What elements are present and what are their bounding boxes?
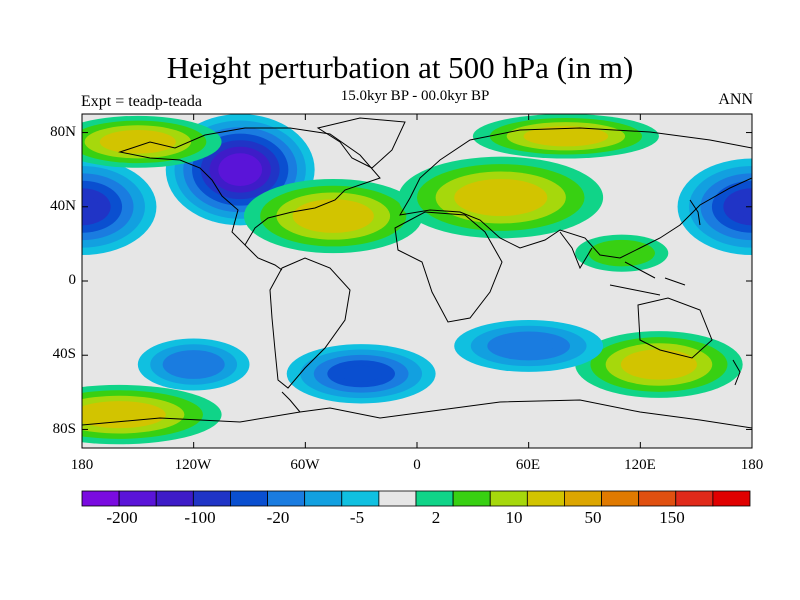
map-plot-area — [82, 114, 752, 448]
anomaly-region — [472, 114, 659, 159]
colorbar-swatch — [638, 490, 677, 507]
colorbar-swatch — [304, 490, 343, 507]
contour-fill — [636, 355, 682, 374]
colorbar-label: -200 — [106, 508, 138, 527]
anomaly-region — [454, 319, 604, 372]
colorbar-swatch — [489, 490, 528, 507]
colorbar-swatch — [564, 490, 602, 507]
anomaly-region — [677, 158, 752, 256]
coastlines — [82, 117, 752, 429]
contour-fill — [308, 205, 358, 227]
anomaly-region — [575, 331, 743, 398]
contour-fill — [175, 355, 213, 374]
colorbar-swatch — [118, 490, 157, 507]
colorbar-swatch — [601, 490, 640, 507]
lon-label-120e: 120E — [624, 457, 656, 473]
contour-fill — [82, 195, 100, 218]
lat-label-80n: 80N — [50, 124, 76, 140]
colorbar-swatch — [155, 490, 194, 507]
colorbar-label: -100 — [184, 508, 216, 527]
lat-label-40n: 40N — [50, 198, 76, 214]
anomaly-region — [137, 338, 250, 391]
lon-label-180w: 180 — [70, 457, 94, 473]
anomaly-region — [398, 156, 604, 239]
chart-subtitle: 15.0kyr BP - 00.0kyr BP — [340, 88, 490, 104]
lon-label-180e: 180 — [740, 457, 764, 473]
contour-fill — [472, 186, 529, 209]
anomaly-region — [82, 158, 157, 256]
anomaly-region — [82, 115, 222, 168]
colorbar-swatch — [452, 490, 491, 507]
colorbar-swatch — [192, 490, 231, 507]
contour-fill — [540, 130, 592, 143]
colorbar-swatch — [341, 490, 380, 507]
colorbar-label: 150 — [659, 508, 685, 527]
anomaly-region — [243, 178, 423, 254]
anomaly-region — [82, 384, 222, 445]
colorbar-label: 2 — [431, 508, 441, 527]
colorbar-swatch — [267, 490, 306, 507]
contour-fill — [227, 159, 254, 180]
anomaly-region — [575, 234, 669, 272]
lat-label-80s: 80S — [52, 421, 76, 437]
experiment-label: Expt = teadp-teada — [81, 93, 202, 110]
lon-label-120w: 120W — [174, 457, 212, 473]
contour-fill — [340, 365, 382, 382]
colorbar-swatch — [675, 490, 714, 507]
colorbar-label: 10 — [505, 508, 523, 527]
contour-fill — [503, 337, 554, 355]
colorbar-label: -5 — [349, 508, 365, 527]
colorbar-label: 50 — [584, 508, 602, 527]
colorbar-swatch — [415, 490, 454, 507]
colorbar-swatch — [230, 490, 268, 507]
colorbar-swatch — [81, 490, 120, 507]
colorbar-swatch — [526, 490, 565, 507]
colorbar-swatch — [378, 490, 417, 507]
colorbar-swatch — [712, 490, 751, 507]
contour-fill — [734, 195, 752, 218]
colorbar — [81, 490, 751, 507]
contour-fill — [114, 134, 161, 149]
lon-label-60w: 60W — [290, 457, 320, 473]
colorbar-label: -20 — [266, 508, 290, 527]
contour-fill — [601, 245, 642, 262]
axis-ticks — [81, 114, 753, 448]
lon-label-0: 0 — [413, 457, 421, 473]
season-label: ANN — [718, 91, 753, 108]
contour-fill — [91, 406, 148, 423]
lat-label-40s: 40S — [52, 346, 76, 362]
lat-label-0: 0 — [68, 272, 77, 288]
chart-title: Height perturbation at 500 hPa (in m) — [166, 50, 634, 85]
lon-label-60e: 60E — [515, 457, 541, 473]
anomaly-region — [286, 344, 436, 404]
